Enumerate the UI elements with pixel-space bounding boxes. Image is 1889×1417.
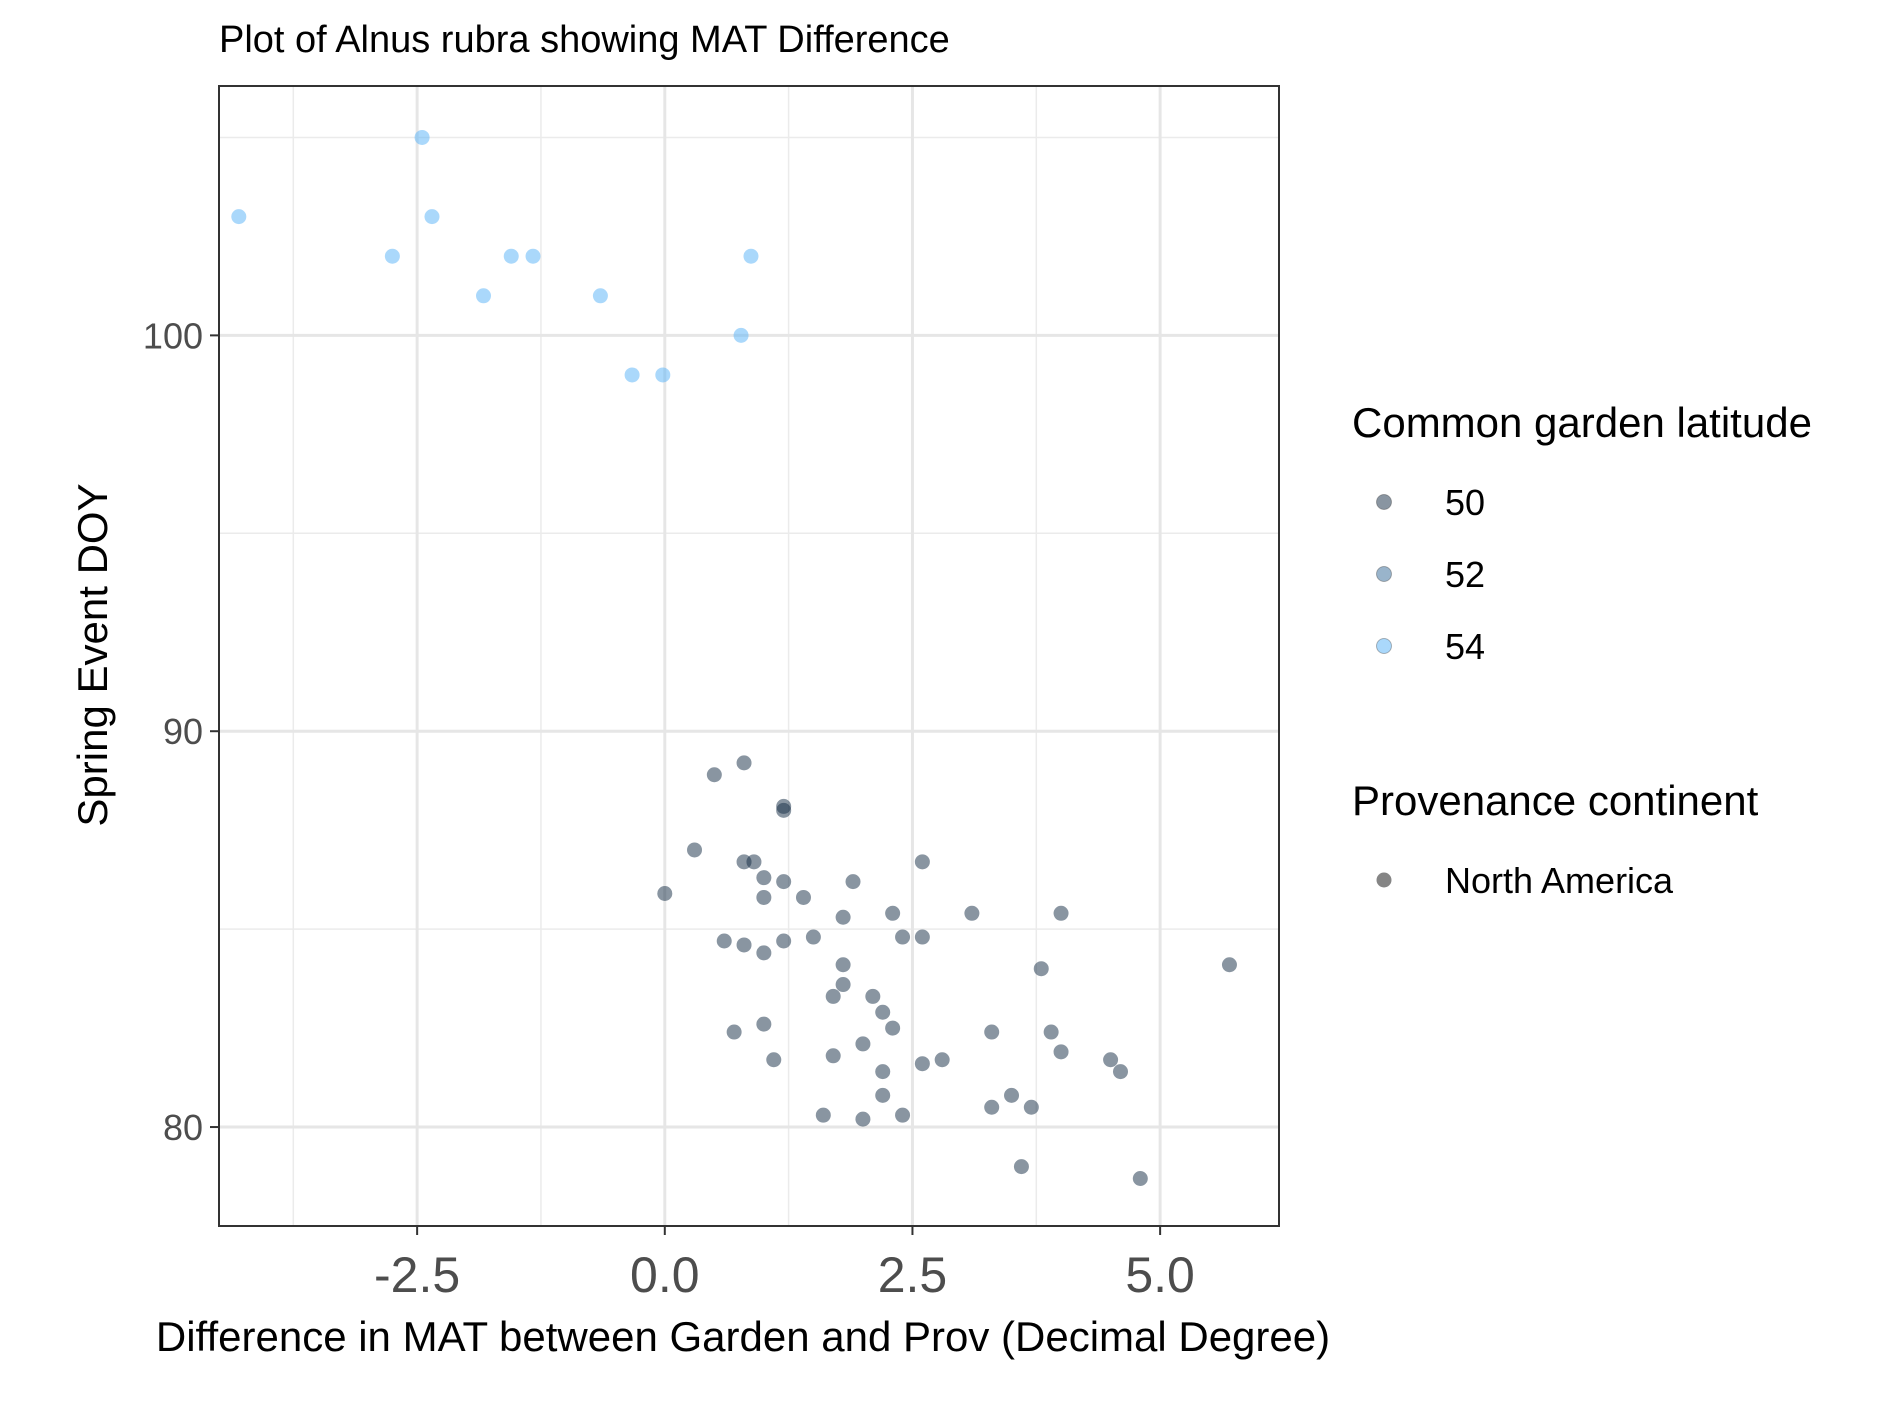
data-point xyxy=(384,248,400,264)
legend-shape-key xyxy=(1376,872,1392,888)
legend: Common garden latitude 50 52 54 Provenance… xyxy=(1352,399,1812,901)
data-point xyxy=(1112,1064,1128,1080)
legend-color-title: Common garden latitude xyxy=(1352,399,1812,446)
y-tick-label: 100 xyxy=(143,315,203,356)
data-point xyxy=(895,1107,911,1123)
legend-color-key xyxy=(1376,494,1392,510)
data-point xyxy=(914,929,930,945)
data-point xyxy=(746,854,762,870)
data-point xyxy=(716,933,732,949)
data-point xyxy=(1004,1087,1020,1103)
y-axis: 80 90 100 xyxy=(143,315,219,1148)
data-point xyxy=(845,874,861,890)
legend-color-key xyxy=(1376,566,1392,582)
legend-color-label: 50 xyxy=(1445,482,1485,523)
data-point xyxy=(914,854,930,870)
grid-minor xyxy=(219,86,1279,1226)
legend-color-label: 52 xyxy=(1445,554,1485,595)
data-point xyxy=(984,1024,1000,1040)
x-axis-label: Difference in MAT between Garden and Pro… xyxy=(156,1313,1330,1360)
data-point xyxy=(476,288,492,304)
data-point xyxy=(726,1024,742,1040)
data-point xyxy=(687,842,703,858)
chart-title: Plot of Alnus rubra showing MAT Differen… xyxy=(219,19,950,61)
data-point xyxy=(657,886,673,901)
data-point xyxy=(885,905,901,921)
data-point xyxy=(776,802,792,818)
data-point xyxy=(865,988,881,1004)
x-axis: -2.5 0.0 2.5 5.0 xyxy=(374,1226,1195,1303)
data-point xyxy=(414,129,430,145)
x-tick-label: -2.5 xyxy=(374,1247,460,1303)
plot-panel-border xyxy=(218,85,1280,1227)
y-axis-label: Spring Event DOY xyxy=(69,483,116,826)
data-point xyxy=(875,1064,891,1080)
data-point xyxy=(825,1048,841,1064)
data-point xyxy=(756,945,772,961)
data-points xyxy=(231,129,1237,1186)
data-point xyxy=(776,933,792,949)
legend-shape-title: Provenance continent xyxy=(1352,777,1759,824)
data-point xyxy=(756,889,772,905)
data-point xyxy=(885,1020,901,1036)
data-point xyxy=(895,929,911,945)
data-point xyxy=(776,874,792,890)
data-point xyxy=(1132,1171,1148,1186)
data-point xyxy=(1053,1044,1069,1060)
data-point xyxy=(1023,1099,1039,1115)
data-point xyxy=(855,1036,871,1052)
legend-shape-entries: North America xyxy=(1376,860,1674,901)
data-point xyxy=(875,1087,891,1103)
data-point xyxy=(766,1052,782,1068)
data-point xyxy=(592,288,608,304)
data-point xyxy=(1103,1052,1119,1068)
data-point xyxy=(914,1056,930,1072)
data-point xyxy=(875,1004,891,1020)
x-tick-label: 2.5 xyxy=(878,1247,948,1303)
y-tick-label: 80 xyxy=(163,1107,203,1148)
data-point xyxy=(736,755,752,771)
data-point xyxy=(1053,905,1069,921)
data-point xyxy=(835,909,851,925)
legend-color-entries: 50 52 54 xyxy=(1376,482,1485,667)
x-tick-label: 0.0 xyxy=(630,1247,700,1303)
legend-color-key xyxy=(1376,638,1392,654)
data-point xyxy=(525,248,541,264)
data-point xyxy=(756,870,772,886)
data-point xyxy=(1033,961,1049,977)
data-point xyxy=(743,248,759,264)
data-point xyxy=(795,889,811,905)
legend-shape-label: North America xyxy=(1445,860,1674,901)
data-point xyxy=(655,367,671,383)
data-point xyxy=(934,1052,950,1068)
data-point xyxy=(231,209,247,225)
data-point xyxy=(706,767,722,783)
data-point xyxy=(855,1111,871,1127)
data-point xyxy=(815,1107,831,1123)
data-point xyxy=(964,905,980,921)
data-point xyxy=(984,1099,1000,1115)
data-point xyxy=(756,1016,772,1032)
data-point xyxy=(1221,957,1237,973)
data-point xyxy=(1013,1159,1029,1175)
data-point xyxy=(805,929,821,945)
grid-major xyxy=(219,86,1279,1226)
data-point xyxy=(825,988,841,1004)
x-tick-label: 5.0 xyxy=(1125,1247,1195,1303)
data-point xyxy=(736,937,752,953)
data-point xyxy=(733,327,749,343)
data-point xyxy=(1043,1024,1059,1040)
y-tick-label: 90 xyxy=(163,711,203,752)
data-point xyxy=(835,977,851,993)
data-point xyxy=(624,367,640,383)
data-point xyxy=(835,957,851,973)
data-point xyxy=(503,248,519,264)
data-point xyxy=(424,209,440,225)
plot-background xyxy=(219,86,1279,1226)
legend-color-label: 54 xyxy=(1445,626,1485,667)
